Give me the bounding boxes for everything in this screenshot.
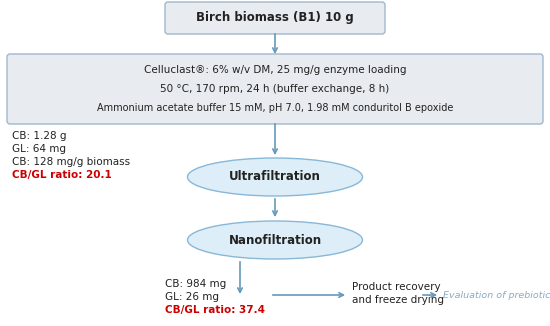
- Text: Ultrafiltration: Ultrafiltration: [229, 170, 321, 184]
- Text: Nanofiltration: Nanofiltration: [228, 233, 322, 246]
- Text: Celluclast®: 6% w/v DM, 25 mg/g enzyme loading: Celluclast®: 6% w/v DM, 25 mg/g enzyme l…: [144, 65, 406, 75]
- Text: Evaluation of prebiotic potential: Evaluation of prebiotic potential: [443, 290, 550, 300]
- Text: Product recovery: Product recovery: [352, 282, 441, 292]
- Text: CB: 1.28 g: CB: 1.28 g: [12, 131, 67, 141]
- FancyBboxPatch shape: [7, 54, 543, 124]
- Text: CB/GL ratio: 37.4: CB/GL ratio: 37.4: [165, 305, 265, 315]
- Ellipse shape: [188, 221, 362, 259]
- Text: Ammonium acetate buffer 15 mM, pH 7.0, 1.98 mM conduritol B epoxide: Ammonium acetate buffer 15 mM, pH 7.0, 1…: [97, 103, 453, 113]
- Ellipse shape: [188, 158, 362, 196]
- Text: GL: 64 mg: GL: 64 mg: [12, 144, 66, 154]
- FancyBboxPatch shape: [165, 2, 385, 34]
- Text: Birch biomass (B1) 10 g: Birch biomass (B1) 10 g: [196, 11, 354, 24]
- Text: CB: 128 mg/g biomass: CB: 128 mg/g biomass: [12, 157, 130, 167]
- Text: 50 °C, 170 rpm, 24 h (buffer exchange, 8 h): 50 °C, 170 rpm, 24 h (buffer exchange, 8…: [161, 84, 389, 94]
- Text: CB: 984 mg: CB: 984 mg: [165, 279, 226, 289]
- Text: CB/GL ratio: 20.1: CB/GL ratio: 20.1: [12, 170, 112, 180]
- Text: GL: 26 mg: GL: 26 mg: [165, 292, 219, 302]
- Text: and freeze drying: and freeze drying: [352, 295, 444, 305]
